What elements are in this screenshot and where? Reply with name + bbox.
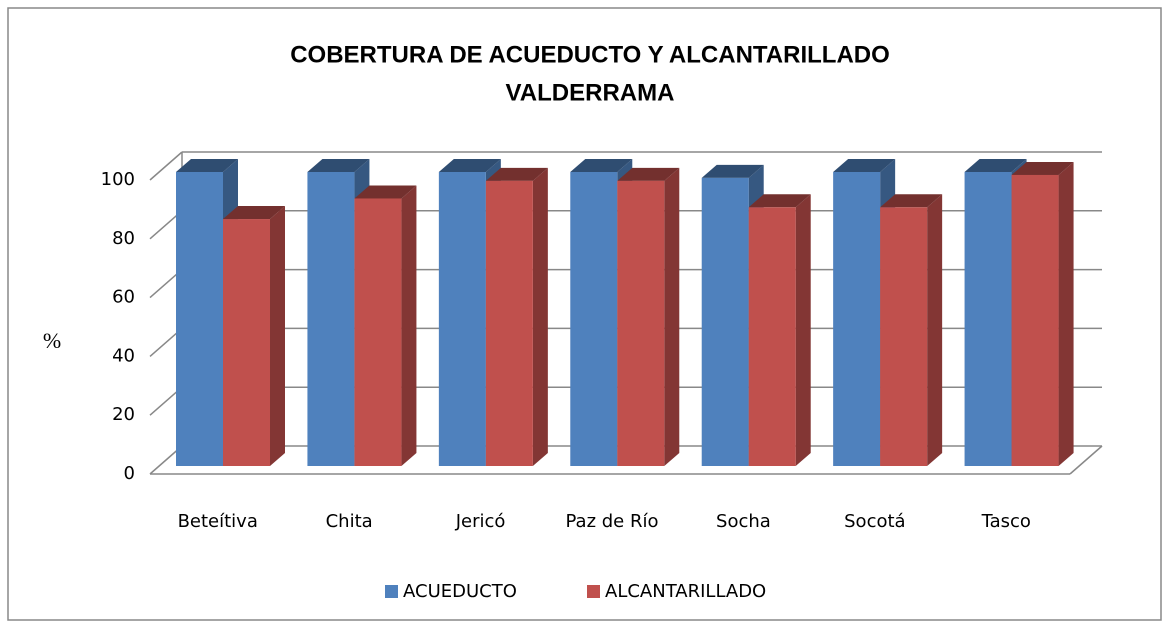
bar xyxy=(485,180,533,466)
legend-label: ACUEDUCTO xyxy=(403,581,517,602)
bar xyxy=(1011,174,1059,466)
bar xyxy=(833,172,881,466)
y-tick-label: 40 xyxy=(112,345,135,366)
bar xyxy=(223,219,270,466)
axis-line xyxy=(1069,445,1103,475)
bar-side xyxy=(927,194,943,466)
chart-title: COBERTURA DE ACUEDUCTO Y ALCANTARILLADO xyxy=(290,41,890,68)
x-tick-label: Paz de Río xyxy=(566,511,659,532)
x-tick-label: Tasco xyxy=(981,511,1031,532)
bar-top xyxy=(880,194,943,208)
y-tick-label: 100 xyxy=(101,169,135,190)
bar-side xyxy=(270,206,285,467)
bar-top xyxy=(223,206,285,220)
bar-top xyxy=(701,164,764,178)
x-tick-label: Socha xyxy=(716,511,771,532)
bar-top xyxy=(438,159,501,172)
y-tick-label: 0 xyxy=(124,463,135,484)
grid-line xyxy=(149,151,183,181)
bar-top xyxy=(307,159,370,172)
bar-top xyxy=(570,159,633,172)
y-tick-label: 60 xyxy=(112,287,135,308)
bar-side xyxy=(664,167,680,466)
bar xyxy=(964,172,1012,466)
legend-swatch xyxy=(587,585,600,598)
bar-top xyxy=(833,159,896,172)
bar xyxy=(701,177,749,466)
chart-title: VALDERRAMA xyxy=(506,79,675,106)
bar xyxy=(438,172,486,466)
bar xyxy=(570,172,618,466)
bar-top xyxy=(485,167,548,181)
bar-side xyxy=(532,167,548,466)
bar xyxy=(880,207,928,466)
legend-swatch xyxy=(385,585,398,598)
bar xyxy=(176,172,223,466)
bar-top xyxy=(354,185,417,199)
bar-side xyxy=(795,194,811,466)
bar xyxy=(307,172,355,466)
x-tick-label: Jericó xyxy=(455,511,506,532)
legend-label: ALCANTARILLADO xyxy=(605,581,766,602)
bar xyxy=(617,180,665,466)
bar-side xyxy=(1058,161,1074,466)
bar-top xyxy=(748,194,811,208)
bar xyxy=(354,198,402,466)
bar-top xyxy=(964,159,1027,172)
x-tick-label: Chita xyxy=(326,511,373,532)
bar-top xyxy=(1011,161,1074,175)
y-tick-label: 20 xyxy=(112,404,135,425)
y-axis-label: % xyxy=(43,328,61,353)
bar-side xyxy=(401,185,417,466)
bar xyxy=(748,207,796,466)
bar-top xyxy=(176,159,238,172)
x-tick-label: Socotá xyxy=(844,511,905,532)
bar-top xyxy=(617,167,680,181)
x-tick-label: Beteítiva xyxy=(178,511,258,532)
y-tick-label: 80 xyxy=(112,228,135,249)
